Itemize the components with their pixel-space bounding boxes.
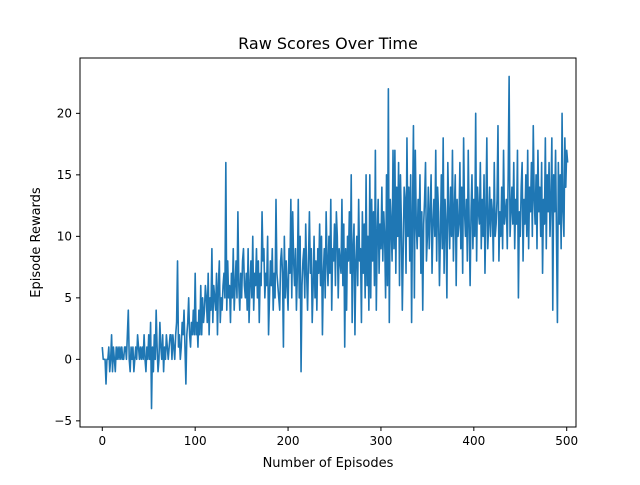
series-line-0 bbox=[101, 75, 569, 410]
plot-area bbox=[101, 75, 569, 410]
x-tick-label: 400 bbox=[462, 434, 485, 448]
x-tick-label: 200 bbox=[277, 434, 300, 448]
plot-frame bbox=[79, 57, 577, 428]
y-tick-label: 15 bbox=[57, 168, 72, 182]
y-tick-label: 20 bbox=[57, 106, 72, 120]
x-tick-label: 500 bbox=[555, 434, 578, 448]
axis-ticks: 0 100 200 300 400 500 −5 0 5 10 15 20 bbox=[54, 106, 578, 448]
y-tick-label: 10 bbox=[57, 229, 72, 243]
x-axis-label: Number of Episodes bbox=[263, 456, 394, 471]
y-tick-label: 0 bbox=[64, 352, 72, 366]
chart-title: Raw Scores Over Time bbox=[238, 34, 418, 53]
y-tick-label: −5 bbox=[54, 414, 72, 428]
x-tick-label: 300 bbox=[369, 434, 392, 448]
y-tick-label: 5 bbox=[64, 291, 72, 305]
x-tick-label: 0 bbox=[98, 434, 106, 448]
y-axis-label: Episode Rewards bbox=[29, 187, 44, 298]
x-tick-label: 100 bbox=[184, 434, 207, 448]
